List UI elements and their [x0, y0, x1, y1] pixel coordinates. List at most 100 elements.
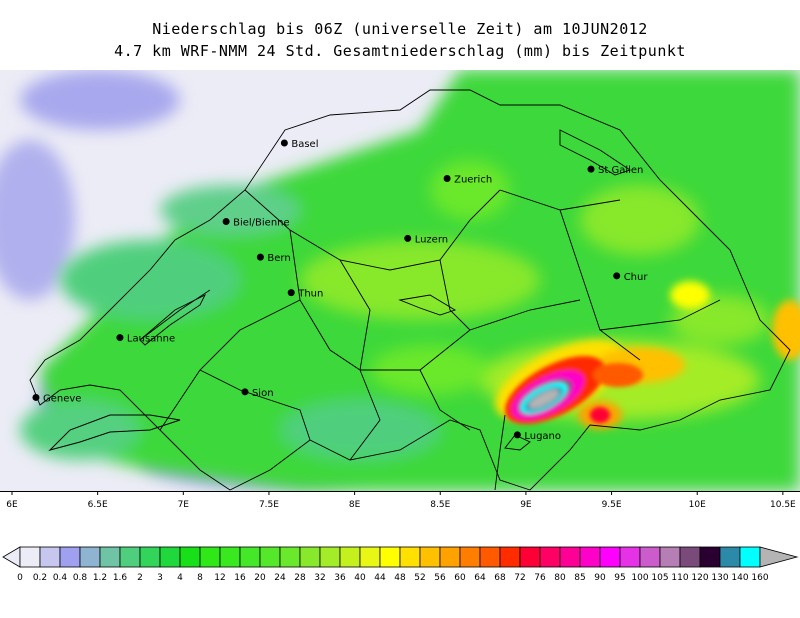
colorbar-swatch	[179, 546, 201, 568]
colorbar-swatch	[459, 546, 481, 568]
colorbar-swatch	[599, 546, 621, 568]
city-lugano: Lugano	[513, 431, 561, 442]
city-thun: Thun	[287, 289, 323, 300]
city-dot	[256, 253, 264, 261]
colorbar-swatch	[99, 546, 121, 568]
longitude-axis: 6E 6.5E 7E 7.5E 8E 8.5E 9E 9.5E 10E 10.5E	[0, 491, 800, 510]
colorbar-label: 36	[334, 573, 346, 583]
city-chur: Chur	[613, 272, 648, 283]
colorbar-swatch	[739, 546, 761, 568]
city-dot	[116, 334, 124, 342]
city-label: Lugano	[524, 431, 561, 442]
city-label: Geneve	[43, 393, 81, 404]
city-dot	[287, 289, 295, 297]
colorbar-label: 80	[554, 573, 566, 583]
colorbar-swatch	[479, 546, 501, 568]
lon-tick-label: 9E	[520, 500, 532, 510]
colorbar-swatch	[359, 546, 381, 568]
colorbar-label: 24	[274, 573, 286, 583]
lon-tick-label: 8E	[349, 500, 361, 510]
colorbar-swatch	[79, 546, 101, 568]
city-geneve: Geneve	[32, 393, 81, 404]
city-label: Chur	[624, 272, 649, 283]
city-dot	[587, 165, 595, 173]
colorbar-swatch	[519, 546, 541, 568]
lon-tick-label: 9.5E	[602, 500, 622, 510]
city-dot	[513, 431, 521, 439]
colorbar-label: 120	[691, 573, 708, 583]
colorbar-label: 0.8	[73, 573, 88, 583]
colorbar-swatch	[619, 546, 641, 568]
lon-tick-label: 10E	[689, 500, 706, 510]
colorbar-label: 72	[514, 573, 525, 583]
colorbar-label: 2	[137, 573, 143, 583]
colorbar-swatch	[59, 546, 81, 568]
lon-tick-label: 8.5E	[430, 500, 450, 510]
city-lausanne: Lausanne	[116, 334, 175, 345]
colorbar-swatch	[659, 546, 681, 568]
city-zuerich: Zuerich	[443, 175, 492, 186]
colorbar-label: 76	[534, 573, 546, 583]
city-bern: Bern	[256, 253, 291, 264]
colorbar-labels: 0 0.2 0.4 0.8 1.2 1.6 2 3 4 8 12 16 20 24 28 32 36 40 44 48…	[17, 573, 769, 583]
colorbar: 0 0.2 0.4 0.8 1.2 1.6 2 3 4 8 12 16 20 24 28 32 36 40 44 48…	[2, 546, 799, 583]
colorbar-label: 44	[374, 573, 386, 583]
colorbar-swatch	[539, 546, 561, 568]
colorbar-label: 20	[254, 573, 266, 583]
colorbar-label: 52	[414, 573, 425, 583]
city-label: Bern	[267, 253, 290, 264]
colorbar-swatch	[279, 546, 301, 568]
colorbar-swatch	[419, 546, 441, 568]
city-dot	[404, 234, 412, 242]
colorbar-label: 140	[731, 573, 748, 583]
colorbar-label: 130	[711, 573, 728, 583]
city-label: St.Gallen	[598, 165, 643, 176]
colorbar-label: 4	[177, 573, 183, 583]
colorbar-arrow-right	[759, 546, 799, 568]
colorbar-swatch	[579, 546, 601, 568]
lon-tick-label: 10.5E	[770, 500, 796, 510]
colorbar-swatch	[399, 546, 421, 568]
colorbar-swatch	[559, 546, 581, 568]
city-label: Biel/Bienne	[233, 218, 290, 229]
colorbar-label: 40	[354, 573, 366, 583]
colorbar-swatch	[719, 546, 741, 568]
chart-title-line2: 4.7 km WRF-NMM 24 Std. Gesamtniederschla…	[114, 42, 686, 60]
colorbar-swatch	[299, 546, 321, 568]
colorbar-label: 60	[454, 573, 466, 583]
city-label: Thun	[297, 289, 323, 300]
city-label: Luzern	[415, 234, 448, 245]
lon-tick-label: 7E	[178, 500, 190, 510]
lake-geneva	[48, 414, 181, 451]
colorbar-swatch	[259, 546, 281, 568]
colorbar-label: 3	[157, 573, 163, 583]
colorbar-label: 85	[574, 573, 585, 583]
colorbar-label: 56	[434, 573, 446, 583]
city-dot	[222, 218, 230, 226]
colorbar-swatch	[499, 546, 521, 568]
precip-extreme-layer	[505, 356, 643, 424]
colorbar-swatch	[159, 546, 181, 568]
city-dot	[32, 393, 40, 401]
colorbar-label: 0	[17, 573, 23, 583]
colorbar-swatch	[119, 546, 141, 568]
colorbar-label: 90	[594, 573, 606, 583]
colorbar-label: 32	[314, 573, 325, 583]
lon-tick-label: 7.5E	[259, 500, 279, 510]
city-label: Zuerich	[454, 175, 492, 186]
city-dot	[241, 388, 249, 396]
colorbar-label: 0.4	[53, 573, 68, 583]
colorbar-arrow-left	[2, 546, 21, 568]
border-lines	[29, 89, 791, 491]
chart-title-line1: Niederschlag bis 06Z (universelle Zeit) …	[152, 20, 648, 38]
city-dot	[443, 175, 451, 183]
colorbar-swatch	[699, 546, 721, 568]
colorbar-swatch	[439, 546, 461, 568]
colorbar-swatch	[219, 546, 241, 568]
lon-tick-label: 6E	[6, 500, 18, 510]
city-dot	[280, 139, 288, 147]
city-biel-bienne: Biel/Bienne	[222, 218, 290, 229]
colorbar-label: 8	[197, 573, 203, 583]
colorbar-label: 12	[214, 573, 225, 583]
colorbar-label: 68	[494, 573, 506, 583]
